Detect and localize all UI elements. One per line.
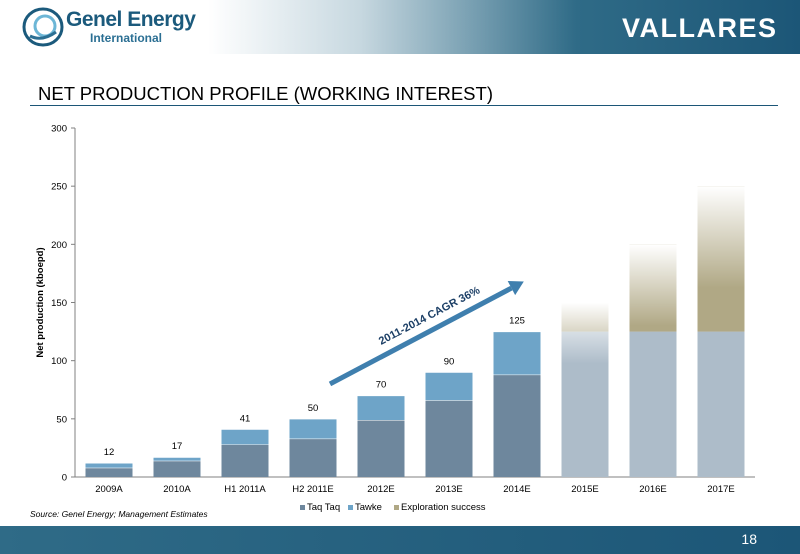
genel-logo-name: Genel Energy [66,8,196,31]
data-label-total: 125 [509,316,525,327]
genel-energy-logo [22,7,64,47]
bar-segment [85,463,133,468]
x-tick-label: 2012E [367,484,394,495]
bar-segment [493,331,541,375]
forecast-fade [629,244,677,477]
page-number: 18 [741,531,757,547]
bar-segment [357,395,405,420]
y-tick-label: 50 [56,414,67,425]
x-tick-label: H1 2011A [224,484,266,495]
vallares-logo: VALLARES [622,13,778,43]
y-tick-label: 250 [51,182,67,193]
legend-swatch [394,505,399,510]
legend-label: Exploration success [401,502,486,513]
y-tick-label: 150 [51,298,67,309]
source-note: Source: Genel Energy; Management Estimat… [30,509,208,519]
bar-segment [221,429,269,445]
legend-label: Taq Taq [307,502,340,513]
legend-swatch [300,505,305,510]
y-tick-label: 100 [51,356,67,367]
x-tick-label: H2 2011E [292,484,334,495]
cagr-arrow-head [507,281,524,296]
legend-swatch [348,505,353,510]
y-axis-title: Net production (kboepd) [35,247,46,357]
bar-segment [289,418,337,439]
forecast-fade [561,302,609,477]
logo-swirl-outer [22,7,64,47]
y-tick-label: 0 [62,473,67,484]
bar-segment [425,400,473,477]
footer-band: 18 [0,526,800,554]
data-label-total: 12 [104,447,115,458]
bar-segment [153,457,201,461]
title-divider [30,105,778,106]
x-tick-label: 2015E [571,484,598,495]
header-band: Genel Energy International VALLARES [0,0,800,54]
forecast-fade [697,186,745,477]
cagr-arrow-shaft [328,285,513,387]
bar-segment [493,374,541,477]
bar-segment [85,467,133,477]
x-tick-label: 2016E [639,484,666,495]
cagr-annotation: 2011-2014 CAGR 36% [377,284,482,347]
bar-segment [357,419,405,477]
x-tick-label: 2010A [163,484,191,495]
bar-segment [221,444,269,477]
bar-segment [153,460,201,477]
data-label-total: 41 [240,413,251,424]
genel-logo-sub: International [90,31,163,45]
data-label-total: 90 [444,356,455,367]
y-tick-label: 200 [51,240,67,251]
legend-label: Tawke [355,502,382,513]
bar-segment [425,372,473,401]
data-label-total: 70 [376,380,387,391]
data-label-total: 17 [172,441,183,452]
x-tick-label: 2014E [503,484,530,495]
x-tick-label: 2009A [95,484,123,495]
data-label-total: 50 [308,403,319,414]
x-tick-label: 2017E [707,484,734,495]
y-tick-label: 300 [51,124,67,135]
logo-swirl-tail [29,30,57,40]
bar-segment [289,438,337,477]
page-title: NET PRODUCTION PROFILE (WORKING INTEREST… [38,83,493,104]
x-tick-label: 2013E [435,484,462,495]
